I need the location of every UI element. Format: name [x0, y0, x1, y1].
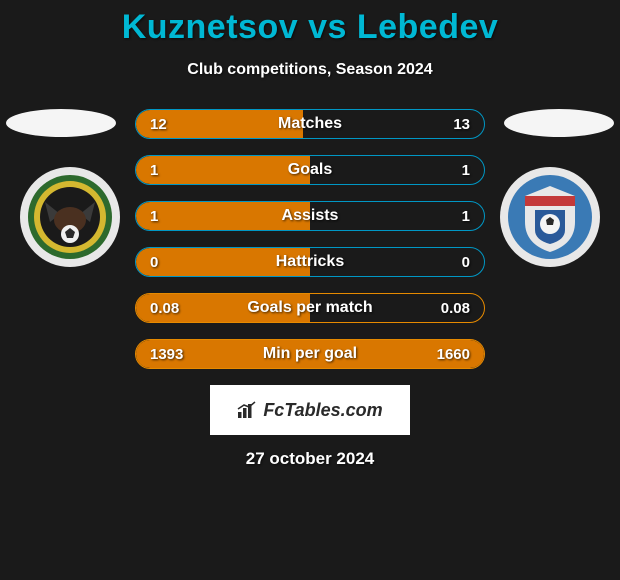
- stat-value-right: 13: [453, 116, 470, 133]
- attribution-text: FcTables.com: [263, 400, 382, 421]
- stat-label: Matches: [136, 115, 484, 133]
- stats-area: 12Matches131Goals11Assists10Hattricks00.…: [0, 109, 620, 369]
- stat-row: 1Assists1: [135, 201, 485, 231]
- stat-value-right: 1: [462, 162, 470, 179]
- stat-value-right: 0.08: [441, 300, 470, 317]
- club-crest-right-icon: [505, 172, 595, 262]
- subtitle: Club competitions, Season 2024: [0, 61, 620, 79]
- player-right-badge: [500, 167, 600, 267]
- stat-value-right: 0: [462, 254, 470, 271]
- stat-rows: 12Matches131Goals11Assists10Hattricks00.…: [135, 109, 485, 369]
- stat-value-right: 1: [462, 208, 470, 225]
- player-left-badge: [20, 167, 120, 267]
- stat-row: 1Goals1: [135, 155, 485, 185]
- stat-row: 0Hattricks0: [135, 247, 485, 277]
- stat-label: Min per goal: [136, 345, 484, 363]
- date-text: 27 october 2024: [0, 449, 620, 469]
- chart-icon: [237, 401, 257, 419]
- stat-label: Goals per match: [136, 299, 484, 317]
- stat-row: 12Matches13: [135, 109, 485, 139]
- stat-label: Assists: [136, 207, 484, 225]
- club-crest-left-icon: [25, 172, 115, 262]
- player-right-ellipse: [504, 109, 614, 137]
- stat-label: Hattricks: [136, 253, 484, 271]
- stat-value-right: 1660: [437, 346, 470, 363]
- stat-row: 0.08Goals per match0.08: [135, 293, 485, 323]
- stat-label: Goals: [136, 161, 484, 179]
- attribution-badge: FcTables.com: [210, 385, 410, 435]
- stat-row: 1393Min per goal1660: [135, 339, 485, 369]
- comparison-infographic: Kuznetsov vs Lebedev Club competitions, …: [0, 0, 620, 580]
- player-left-ellipse: [6, 109, 116, 137]
- page-title: Kuznetsov vs Lebedev: [0, 8, 620, 47]
